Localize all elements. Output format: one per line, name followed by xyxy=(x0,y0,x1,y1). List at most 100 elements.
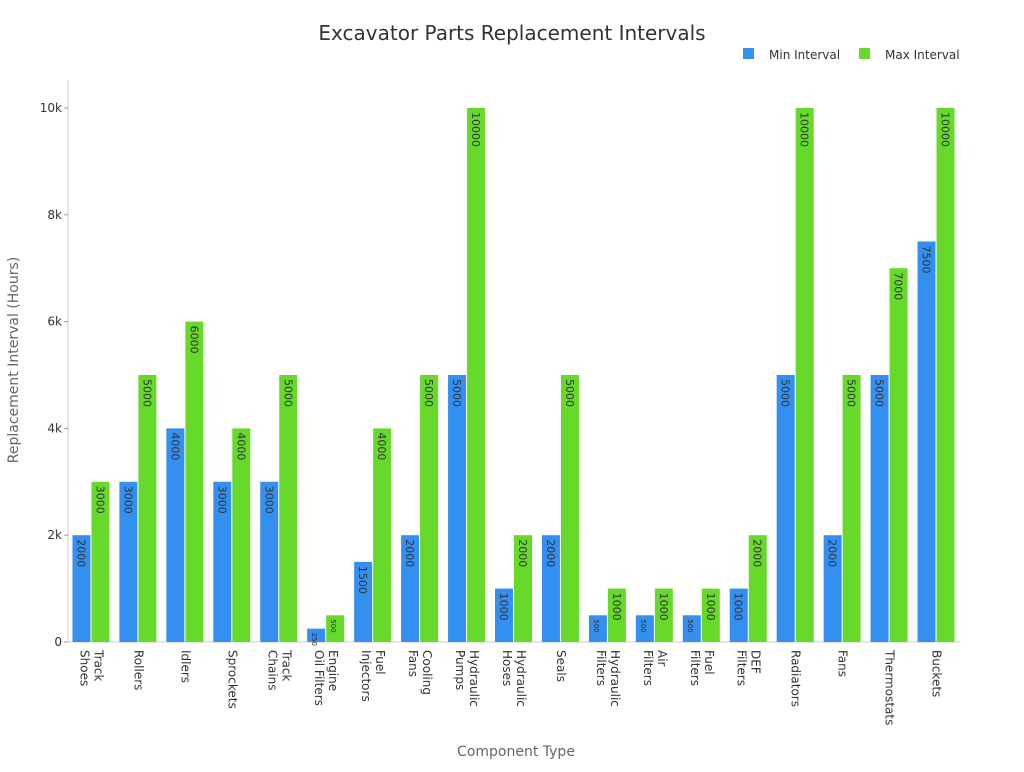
x-tick-line: Oil Filters xyxy=(312,650,326,706)
x-tick-line: Thermostats xyxy=(883,649,897,725)
bar xyxy=(701,588,720,642)
value-label: 3000 xyxy=(262,486,275,514)
x-tick-line: Fans xyxy=(836,650,850,677)
x-tick-label: Thermostats xyxy=(883,649,897,725)
x-tick-line: Rollers xyxy=(131,650,145,690)
bar xyxy=(842,375,861,642)
value-label: 7000 xyxy=(892,272,905,300)
x-tick-line: Fuel xyxy=(373,650,387,675)
bar xyxy=(467,108,486,642)
bar xyxy=(870,375,889,642)
y-tick-label: 8k xyxy=(47,208,62,222)
value-label: 5000 xyxy=(779,379,792,407)
x-tick-line: Idlers xyxy=(178,650,192,683)
bar xyxy=(354,561,373,642)
value-label: 3000 xyxy=(121,486,134,514)
y-tick-label: 2k xyxy=(47,528,62,542)
x-tick-line: Shoes xyxy=(77,650,91,686)
bar xyxy=(232,428,251,642)
x-tick-label: HydraulicPumps xyxy=(453,650,481,707)
bar xyxy=(654,588,673,642)
value-label: 2000 xyxy=(74,539,87,567)
x-tick-line: Track xyxy=(279,649,293,681)
bar xyxy=(635,615,654,642)
bar xyxy=(936,108,955,642)
value-label: 5000 xyxy=(140,379,153,407)
value-label: 5000 xyxy=(422,379,435,407)
x-tick-line: Fans xyxy=(406,650,420,677)
x-tick-line: Cooling xyxy=(420,650,434,695)
bar xyxy=(448,375,467,642)
legend-swatch xyxy=(743,48,754,59)
value-label: 1500 xyxy=(356,566,369,594)
value-label: 3000 xyxy=(215,486,228,514)
x-tick-line: Buckets xyxy=(930,650,944,697)
x-axis-label: Component Type xyxy=(457,744,575,760)
bar xyxy=(119,481,138,642)
x-tick-line: DEF xyxy=(749,650,763,674)
value-label: 2000 xyxy=(403,539,416,567)
x-tick-label: FuelInjectors xyxy=(359,650,387,702)
legend-label: Min Interval xyxy=(769,48,840,62)
x-tick-label: FuelFilters xyxy=(688,650,716,686)
value-label: 1000 xyxy=(610,593,623,621)
value-label: 2000 xyxy=(516,539,529,567)
bar xyxy=(185,321,204,642)
x-tick-line: Air xyxy=(655,650,669,667)
x-tick-label: Idlers xyxy=(178,650,192,683)
x-tick-label: Buckets xyxy=(930,650,944,697)
value-label: 500 xyxy=(639,619,647,632)
value-label: 250 xyxy=(310,633,318,646)
bar xyxy=(682,615,701,642)
x-tick-line: Filters xyxy=(594,650,608,686)
value-label: 4000 xyxy=(375,432,388,460)
bar xyxy=(729,588,748,642)
x-tick-label: TrackChains xyxy=(265,649,293,691)
value-label: 6000 xyxy=(187,326,200,354)
bar xyxy=(138,375,157,642)
value-label: 1000 xyxy=(657,593,670,621)
bar xyxy=(560,375,579,642)
value-label: 4000 xyxy=(234,432,247,460)
x-tick-label: HydraulicHoses xyxy=(500,650,528,707)
value-label: 3000 xyxy=(93,486,106,514)
x-tick-label: Sprockets xyxy=(225,650,239,709)
x-tick-line: Hoses xyxy=(500,650,514,686)
y-tick-label: 0 xyxy=(54,635,62,649)
y-tick-label: 6k xyxy=(47,315,62,329)
x-tick-label: Seals xyxy=(554,650,568,682)
y-tick-label: 4k xyxy=(47,421,62,435)
x-tick-line: Hydraulic xyxy=(514,650,528,707)
value-label: 5000 xyxy=(873,379,886,407)
x-tick-line: Hydraulic xyxy=(608,650,622,707)
value-label: 2000 xyxy=(544,539,557,567)
bar xyxy=(514,535,532,642)
y-tick-label: 10k xyxy=(40,101,62,115)
value-label: 5000 xyxy=(281,379,294,407)
bar xyxy=(307,628,326,642)
legend-label: Max Interval xyxy=(885,48,960,62)
x-tick-line: Injectors xyxy=(359,650,373,702)
x-tick-line: Radiators xyxy=(789,650,803,707)
y-axis-label: Replacement Interval (Hours) xyxy=(6,257,22,463)
x-tick-line: Fuel xyxy=(702,650,716,675)
x-tick-line: Seals xyxy=(554,650,568,682)
bar xyxy=(72,535,91,642)
value-label: 10000 xyxy=(939,112,952,147)
x-tick-line: Filters xyxy=(641,650,655,686)
x-tick-label: Rollers xyxy=(131,650,145,690)
bar xyxy=(213,481,232,642)
x-tick-label: Radiators xyxy=(789,650,803,707)
bar xyxy=(748,535,767,642)
x-tick-line: Filters xyxy=(688,650,702,686)
x-tick-label: CoolingFans xyxy=(406,650,434,695)
bar xyxy=(279,375,298,642)
bar xyxy=(541,535,560,642)
bar xyxy=(401,535,420,642)
value-label: 5000 xyxy=(845,379,858,407)
value-label: 2000 xyxy=(826,539,839,567)
bar xyxy=(917,241,936,642)
x-tick-line: Hydraulic xyxy=(467,650,481,707)
bar xyxy=(91,481,110,642)
